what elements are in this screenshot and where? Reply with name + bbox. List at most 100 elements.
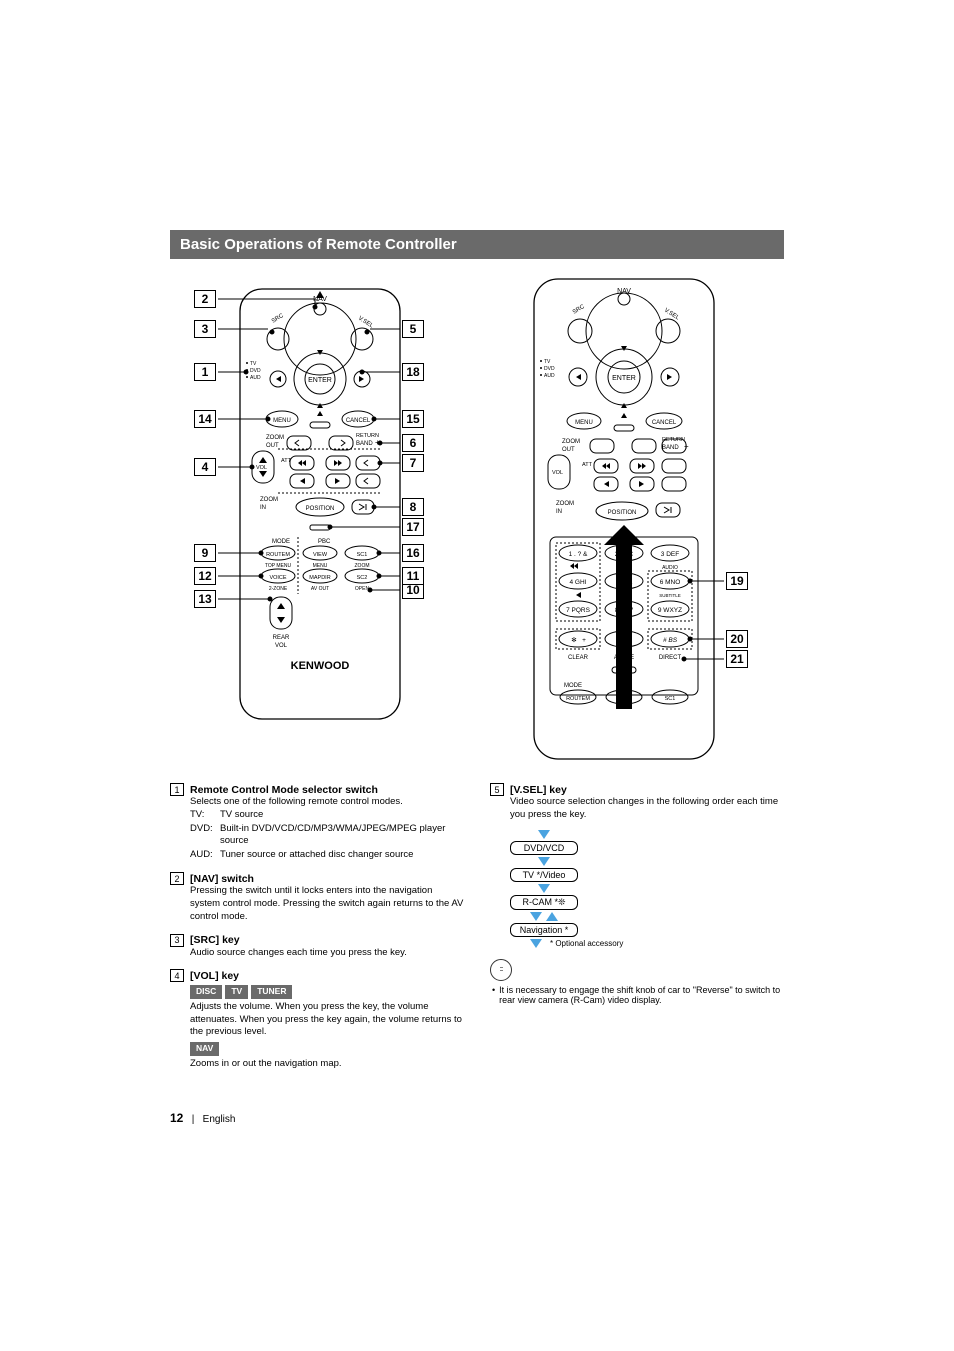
svg-text:OUT: OUT (562, 447, 575, 453)
callout-21: 21 (726, 650, 748, 668)
svg-text:1 . ? &: 1 . ? & (569, 551, 588, 558)
item-1-dvd-k: DVD: (190, 823, 220, 849)
svg-text:CANCEL: CANCEL (346, 418, 371, 424)
item-2: 2 [NAV] switch Pressing the switch until… (170, 872, 464, 923)
svg-text:IN: IN (556, 509, 562, 515)
item-1: 1 Remote Control Mode selector switch Se… (170, 783, 464, 862)
callout-12: 12 (194, 567, 216, 585)
svg-text:PBC: PBC (318, 539, 331, 545)
callout-11: 11 (402, 567, 424, 585)
svg-text:POSITION: POSITION (608, 510, 637, 516)
tag-tuner: TUNER (251, 985, 292, 998)
svg-text:3 DEF: 3 DEF (661, 551, 679, 558)
svg-text:ZOOM: ZOOM (266, 435, 284, 441)
svg-text:ENTER: ENTER (308, 377, 332, 384)
section-header: Basic Operations of Remote Controller (170, 230, 784, 259)
svg-text:✻: ✻ (571, 636, 577, 644)
item-4-body2: Zooms in or out the navigation map. (190, 1058, 464, 1071)
callout-8: 8 (402, 498, 424, 516)
svg-text:MODE: MODE (272, 539, 290, 545)
item-5: 5 [V.SEL] key Video source selection cha… (490, 783, 784, 1005)
flow-arrow-icon (530, 939, 542, 948)
callout-5: 5 (402, 320, 424, 338)
flow-arrow-icon (538, 857, 550, 866)
svg-text:ROUTEM: ROUTEM (266, 552, 290, 558)
flow-arrow-icon (530, 912, 542, 921)
svg-text:MENU: MENU (313, 563, 328, 569)
svg-text:ENTER: ENTER (612, 375, 636, 382)
note-icon: ::: (490, 959, 512, 981)
flow-navigation: Navigation * (510, 923, 578, 937)
callout-1: 1 (194, 363, 216, 381)
svg-text:MAPDIR: MAPDIR (309, 575, 330, 581)
item-5-num: 5 (490, 783, 504, 796)
callout-18: 18 (402, 363, 424, 381)
flow-arrow-icon (538, 830, 550, 839)
flow-optional-note: * Optional accessory (550, 939, 623, 948)
svg-text:# BS: # BS (663, 637, 678, 644)
svg-text:AUD: AUD (250, 375, 261, 381)
svg-text:TOP MENU: TOP MENU (265, 563, 292, 569)
flow-arrow-icon (538, 884, 550, 893)
svg-text:SC2: SC2 (357, 575, 368, 581)
svg-text:SC1: SC1 (357, 552, 368, 558)
callout-19: 19 (726, 572, 748, 590)
svg-text:+: + (582, 637, 586, 644)
callout-20: 20 (726, 630, 748, 648)
callout-17: 17 (402, 518, 424, 536)
svg-text:REAR: REAR (273, 635, 290, 641)
svg-text:7 PQRS: 7 PQRS (566, 607, 591, 614)
svg-text:6 MNO: 6 MNO (660, 579, 681, 586)
item-1-dvd-v: Built-in DVD/VCD/CD/MP3/WMA/JPEG/MPEG pl… (220, 823, 464, 849)
callout-15: 15 (402, 410, 424, 428)
callout-13: 13 (194, 590, 216, 608)
callout-7: 7 (402, 454, 424, 472)
callout-3: 3 (194, 320, 216, 338)
flow-arrow-up-icon (546, 912, 558, 921)
svg-text:9 WXYZ: 9 WXYZ (658, 607, 682, 614)
svg-text:CANCEL: CANCEL (652, 420, 677, 426)
svg-text:VOICE: VOICE (269, 575, 286, 581)
callout-2: 2 (194, 290, 216, 308)
svg-text:MODE: MODE (564, 683, 582, 689)
item-4-tags: DISC TV TUNER (190, 985, 464, 998)
svg-text:OUT: OUT (266, 443, 279, 449)
svg-text:VOL: VOL (552, 470, 563, 476)
svg-text:SC1: SC1 (665, 696, 676, 702)
callout-14: 14 (194, 410, 216, 428)
tag-tv: TV (225, 985, 248, 998)
svg-text:TV: TV (250, 361, 257, 367)
item-5-body: Video source selection changes in the fo… (510, 796, 784, 822)
svg-text:+: + (684, 442, 689, 451)
callout-6: 6 (402, 434, 424, 452)
svg-text:DVD: DVD (250, 368, 261, 374)
svg-text:AUDIO: AUDIO (662, 565, 678, 571)
svg-text:ATT: ATT (582, 462, 593, 468)
item-1-title: Remote Control Mode selector switch (190, 784, 378, 796)
item-1-lead: Selects one of the following remote cont… (190, 796, 464, 809)
item-4-title: [VOL] key (190, 970, 239, 982)
svg-text:MENU: MENU (575, 420, 593, 426)
remote-right-svg: NAV SRC V.SEL TV DVD AUD ENTER MENU CANC… (504, 269, 784, 769)
tag-nav: NAV (190, 1042, 219, 1055)
svg-text:ROUTEM: ROUTEM (566, 696, 590, 702)
description-columns: 1 Remote Control Mode selector switch Se… (170, 783, 784, 1081)
flow-tvvideo: TV */Video (510, 868, 578, 882)
item-4-num: 4 (170, 969, 184, 982)
svg-text:VOL: VOL (256, 465, 267, 471)
vsel-flow: DVD/VCD TV */Video R-CAM *❊ Navigation *… (510, 830, 784, 949)
svg-text:POSITION: POSITION (306, 506, 335, 512)
svg-text:BAND: BAND (662, 445, 679, 451)
svg-text:IN: IN (260, 505, 266, 511)
flow-rcam: R-CAM *❊ (510, 895, 578, 910)
note-body: It is necessary to engage the shift knob… (499, 985, 784, 1005)
item-1-tv-k: TV: (190, 809, 220, 822)
svg-text:KENWOOD: KENWOOD (291, 660, 350, 672)
remote-diagrams: NAV SRC V.SEL TV DVD AUD ENTER M (170, 269, 784, 769)
item-3: 3 [SRC] key Audio source changes each ti… (170, 934, 464, 960)
svg-text:ZOOM: ZOOM (562, 439, 580, 445)
callout-16: 16 (402, 544, 424, 562)
callout-4: 4 (194, 458, 216, 476)
item-3-title: [SRC] key (190, 934, 240, 946)
svg-text:VOL: VOL (275, 643, 288, 649)
